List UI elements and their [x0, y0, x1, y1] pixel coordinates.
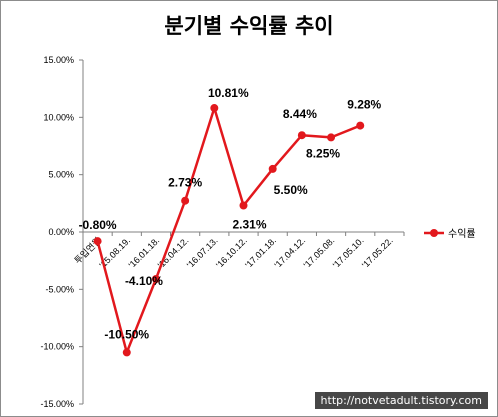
data-label: 8.25% [306, 146, 340, 160]
series-line-suikryul [96, 106, 361, 354]
legend-label: 수익률 [448, 228, 476, 240]
data-point [268, 164, 277, 173]
y-tick-label: 5.00% [48, 170, 74, 180]
data-point [327, 133, 336, 142]
data-label: 2.73% [168, 176, 202, 190]
x-tick-label: '17.05.22. [360, 235, 395, 270]
data-point [210, 104, 219, 113]
x-tick-label: '17.04.12. [272, 235, 307, 270]
data-label: -0.80% [79, 218, 117, 232]
data-point [181, 196, 190, 205]
y-tick-label: -5.00% [45, 284, 74, 294]
data-point [122, 348, 131, 357]
data-label: 10.81% [208, 86, 249, 100]
x-tick-label: '16.07.13. [185, 235, 220, 270]
data-label: 2.31% [232, 218, 266, 232]
data-point [239, 201, 248, 210]
watermark: http://notvetadult.tistory.com [314, 392, 488, 409]
x-tick-label: '17.05.10. [331, 235, 366, 270]
data-point [297, 131, 306, 140]
data-label: -10.50% [104, 327, 149, 341]
data-point [151, 275, 160, 284]
data-label: -4.10% [125, 274, 163, 288]
y-tick-label: 15.00% [43, 55, 74, 65]
y-tick-label: 0.00% [48, 227, 74, 237]
y-tick-label: -15.00% [40, 399, 74, 409]
data-label: 9.28% [347, 98, 381, 112]
chart-title: 분기별 수익률 추이 [164, 14, 334, 38]
x-tick-label: '17.05.08. [302, 235, 337, 270]
data-point [93, 237, 102, 246]
x-tick-label: '17.01.18. [243, 235, 278, 270]
x-tick-label: '16.10.12. [214, 235, 249, 270]
data-label: 8.44% [283, 107, 317, 121]
data-point [356, 121, 365, 130]
y-tick-label: -10.00% [40, 342, 74, 352]
legend-marker [430, 229, 438, 237]
x-tick-label: '16.01.18. [127, 235, 162, 270]
data-label: 5.50% [274, 183, 308, 197]
y-tick-label: 10.00% [43, 112, 74, 122]
